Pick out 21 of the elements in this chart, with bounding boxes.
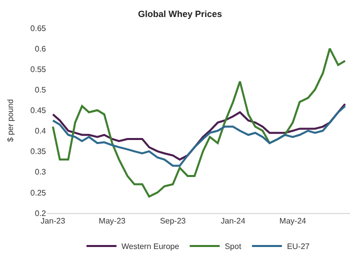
x-tick-label: Sep-23: [160, 216, 186, 226]
legend-label: Spot: [224, 242, 242, 252]
y-tick-label: 0.6: [34, 44, 47, 54]
x-tick-label: Jan-24: [220, 216, 246, 226]
y-tick-label: 0.45: [30, 106, 47, 116]
y-tick-label: 0.35: [30, 147, 47, 156]
x-tick-label: May-24: [279, 216, 307, 226]
y-axis-title: $ per pound: [6, 99, 16, 142]
y-tick-label: 0.2: [34, 208, 47, 218]
y-tick-label: 0.65: [30, 24, 47, 33]
x-tick-label: May-23: [98, 216, 126, 226]
y-tick-label: 0.3: [34, 168, 47, 177]
y-tick-label: 0.4: [34, 126, 47, 136]
legend-label: Western Europe: [122, 242, 180, 252]
line-series: [52, 48, 346, 198]
legend-label: EU-27: [286, 242, 310, 252]
x-tick-label: Jan-23: [40, 216, 66, 226]
y-tick-label: 0.55: [30, 64, 47, 74]
y-tick-label: 0.25: [30, 188, 47, 198]
y-tick-label: 0.5: [34, 85, 47, 94]
chart-title: Global Whey Prices: [138, 9, 222, 20]
